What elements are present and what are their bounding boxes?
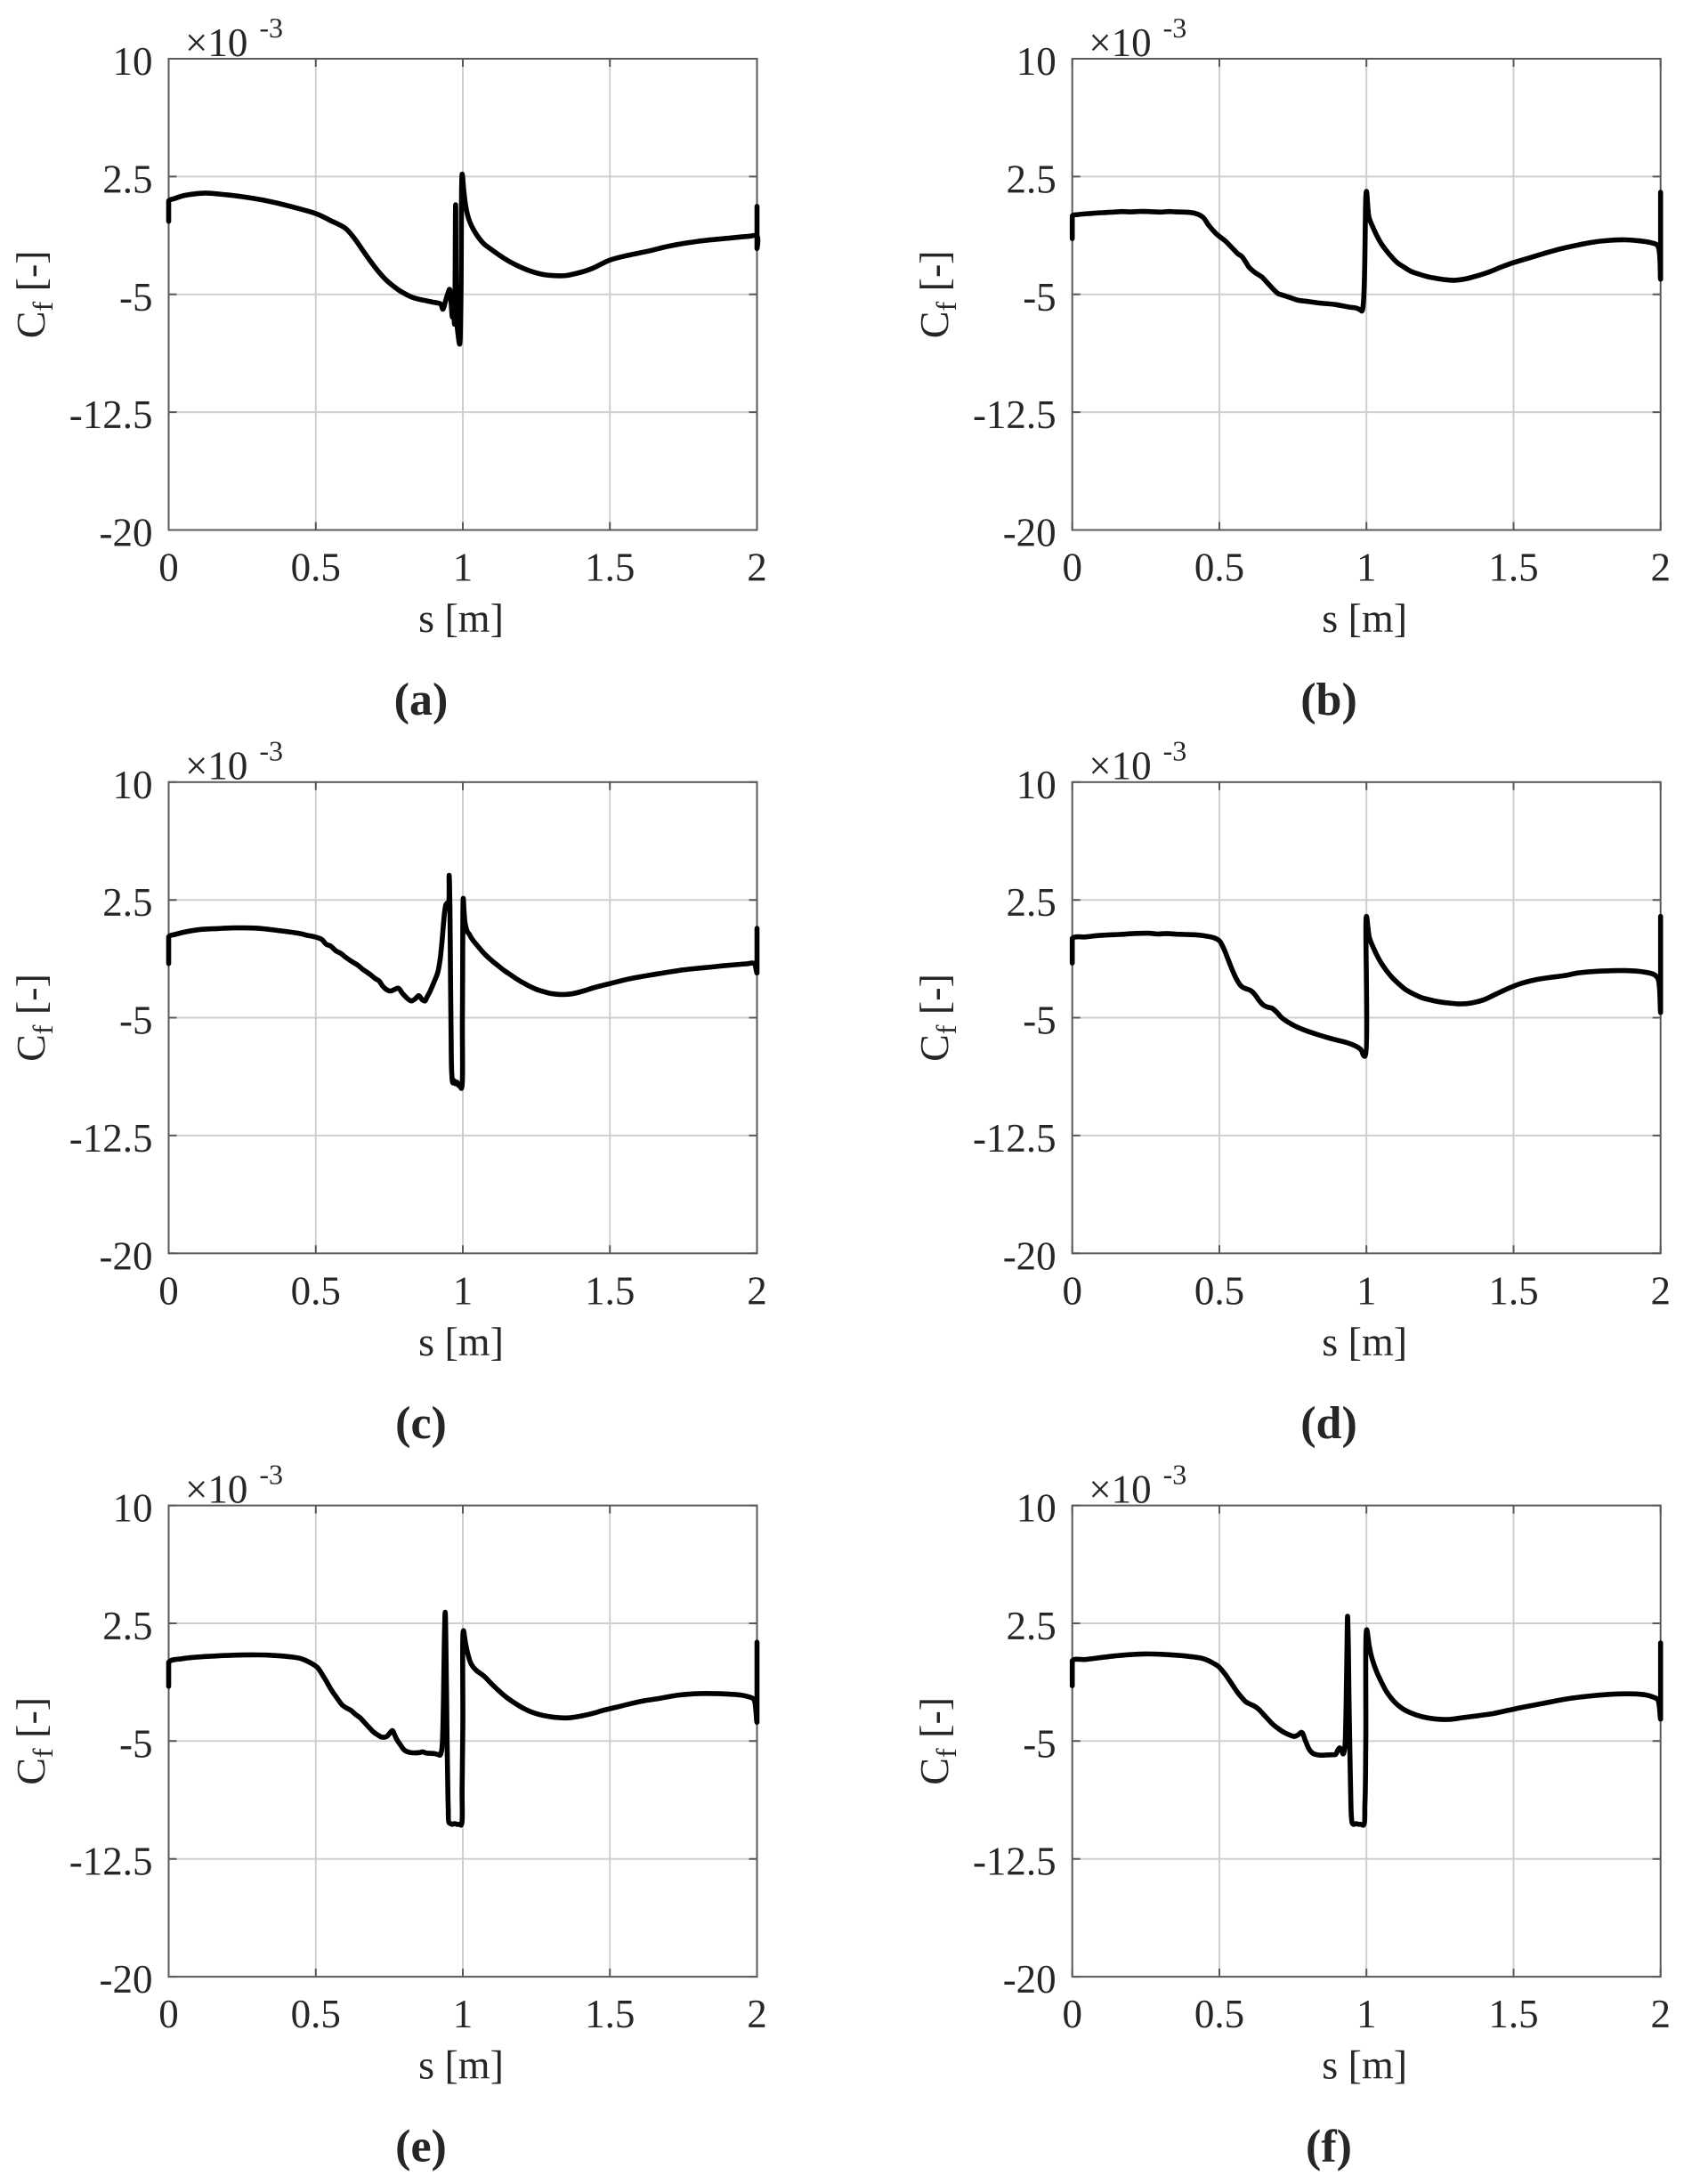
svg-text:1.5: 1.5 [585,1992,635,2036]
svg-text:Cf [-]: Cf [-] [8,250,59,338]
svg-text:2.5: 2.5 [1006,157,1056,201]
svg-text:0: 0 [158,1992,179,2036]
svg-text:(c): (c) [395,1398,447,1449]
svg-text:-5: -5 [119,999,153,1043]
svg-text:-20: -20 [100,1234,153,1278]
svg-text:0.5: 0.5 [291,1268,341,1313]
svg-text:-12.5: -12.5 [973,1840,1057,1884]
svg-text:0: 0 [1062,1992,1082,2036]
svg-text:s [m]: s [m] [418,2042,504,2088]
svg-text:2.5: 2.5 [1006,1604,1056,1648]
svg-text:0.5: 0.5 [1194,546,1244,590]
svg-text:1.5: 1.5 [585,546,635,590]
svg-text:10: 10 [1016,39,1057,84]
svg-text:1: 1 [453,1992,474,2036]
svg-text:2.5: 2.5 [102,157,152,201]
svg-text:0.5: 0.5 [291,1992,341,2036]
svg-text:-12.5: -12.5 [69,1840,153,1884]
svg-text:-20: -20 [100,1957,153,2002]
svg-text:0: 0 [158,546,179,590]
svg-text:10: 10 [113,763,153,807]
svg-text:1: 1 [1356,1992,1377,2036]
svg-text:1: 1 [453,546,474,590]
svg-text:-12.5: -12.5 [69,1116,153,1161]
svg-text:0.5: 0.5 [1194,1992,1244,2036]
svg-text:10: 10 [113,1486,153,1531]
svg-text:0: 0 [158,1268,179,1313]
svg-text:-5: -5 [1023,275,1057,320]
svg-text:1: 1 [1356,1268,1377,1313]
svg-text:Cf [-]: Cf [-] [911,974,962,1062]
svg-text:0.5: 0.5 [1194,1268,1244,1313]
svg-text:0: 0 [1062,546,1082,590]
svg-text:(f): (f) [1306,2122,1352,2172]
svg-text:-5: -5 [119,1721,153,1766]
svg-text:0.5: 0.5 [291,546,341,590]
svg-text:2: 2 [747,1992,767,2036]
svg-text:0: 0 [1062,1268,1082,1313]
svg-text:-12.5: -12.5 [973,1116,1057,1161]
svg-text:-5: -5 [1023,999,1057,1043]
svg-text:10: 10 [1016,763,1057,807]
svg-text:2.5: 2.5 [102,880,152,925]
svg-text:2: 2 [1650,1268,1671,1313]
svg-text:Cf [-]: Cf [-] [911,250,962,338]
svg-text:10: 10 [1016,1486,1057,1531]
svg-text:1: 1 [453,1268,474,1313]
svg-text:s [m]: s [m] [1322,1319,1407,1364]
svg-text:-12.5: -12.5 [69,392,153,437]
svg-text:s [m]: s [m] [1322,2042,1407,2088]
svg-text:1.5: 1.5 [585,1268,635,1313]
svg-text:-20: -20 [1003,511,1057,555]
svg-text:s [m]: s [m] [1322,595,1407,641]
svg-text:-5: -5 [1023,1721,1057,1766]
svg-text:-5: -5 [119,275,153,320]
svg-text:(e): (e) [395,2122,447,2172]
svg-text:1.5: 1.5 [1488,1992,1538,2036]
svg-text:2.5: 2.5 [1006,880,1056,925]
svg-text:s [m]: s [m] [418,1319,504,1364]
svg-text:2: 2 [747,1268,767,1313]
svg-text:2: 2 [1650,1992,1671,2036]
svg-text:Cf [-]: Cf [-] [8,1697,59,1785]
svg-text:(a): (a) [394,675,449,725]
svg-text:2: 2 [747,546,767,590]
svg-text:-20: -20 [1003,1234,1057,1278]
svg-text:(d): (d) [1300,1398,1357,1449]
svg-text:2.5: 2.5 [102,1604,152,1648]
svg-text:10: 10 [113,39,153,84]
svg-text:Cf [-]: Cf [-] [911,1697,962,1785]
svg-text:Cf [-]: Cf [-] [8,974,59,1062]
svg-text:1.5: 1.5 [1488,1268,1538,1313]
svg-text:1: 1 [1356,546,1377,590]
svg-text:-20: -20 [1003,1957,1057,2002]
svg-text:s [m]: s [m] [418,595,504,641]
svg-text:2: 2 [1650,546,1671,590]
svg-text:-12.5: -12.5 [973,392,1057,437]
svg-text:(b): (b) [1300,675,1357,725]
svg-text:1.5: 1.5 [1488,546,1538,590]
svg-text:-20: -20 [100,511,153,555]
